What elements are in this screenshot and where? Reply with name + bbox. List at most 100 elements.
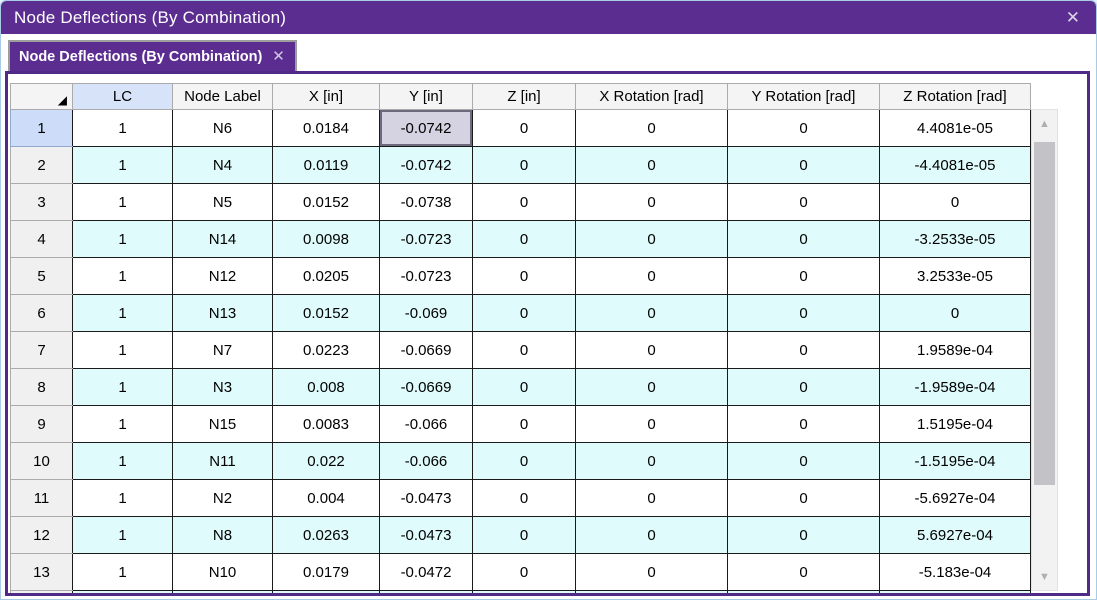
cell[interactable]: 0 bbox=[575, 368, 728, 406]
row-number[interactable]: 12 bbox=[10, 516, 73, 554]
cell[interactable]: 0 bbox=[472, 553, 576, 591]
cell[interactable]: N10 bbox=[172, 553, 273, 591]
scroll-down-icon[interactable]: ▼ bbox=[1039, 570, 1050, 583]
cell[interactable]: 0.004 bbox=[272, 479, 380, 517]
cell[interactable]: 0 bbox=[472, 442, 576, 480]
cell[interactable]: 0 bbox=[472, 109, 576, 147]
cell[interactable]: 0 bbox=[472, 220, 576, 258]
cell[interactable]: -0.0738 bbox=[379, 183, 473, 221]
scrollbar-thumb[interactable] bbox=[1034, 142, 1055, 485]
cell[interactable]: 0.0179 bbox=[272, 553, 380, 591]
cell[interactable]: -0.066 bbox=[379, 405, 473, 443]
row-number[interactable]: 2 bbox=[10, 146, 73, 184]
row-number[interactable]: 11 bbox=[10, 479, 73, 517]
cell[interactable]: 0 bbox=[727, 479, 880, 517]
cell[interactable]: -0.0669 bbox=[379, 331, 473, 369]
column-header[interactable]: X Rotation [rad] bbox=[575, 83, 728, 110]
row-number[interactable]: 1 bbox=[10, 109, 73, 147]
cell[interactable]: 0 bbox=[575, 405, 728, 443]
cell[interactable]: 1 bbox=[72, 442, 173, 480]
cell[interactable]: 4.4081e-05 bbox=[879, 109, 1031, 147]
cell[interactable]: 1 bbox=[72, 109, 173, 147]
vertical-scrollbar[interactable]: ▲ ▼ bbox=[1031, 109, 1058, 591]
cell[interactable]: 0.008 bbox=[272, 368, 380, 406]
cell[interactable]: 0 bbox=[472, 294, 576, 332]
cell[interactable]: 0 bbox=[472, 479, 576, 517]
cell[interactable]: 0.0223 bbox=[272, 331, 380, 369]
cell[interactable]: -0.0723 bbox=[379, 257, 473, 295]
cell[interactable]: -0.066 bbox=[379, 442, 473, 480]
cell[interactable]: N8 bbox=[172, 516, 273, 554]
column-header[interactable]: Z Rotation [rad] bbox=[879, 83, 1031, 110]
cell[interactable]: 0.0152 bbox=[272, 294, 380, 332]
cell[interactable]: 0 bbox=[575, 331, 728, 369]
cell[interactable]: -3.2533e-05 bbox=[879, 220, 1031, 258]
row-number[interactable]: 5 bbox=[10, 257, 73, 295]
column-header[interactable]: Z [in] bbox=[472, 83, 576, 110]
cell[interactable]: -0.0742 bbox=[379, 146, 473, 184]
cell[interactable]: 0 bbox=[727, 257, 880, 295]
cell[interactable]: -0.0473 bbox=[379, 516, 473, 554]
cell[interactable]: 0 bbox=[727, 331, 880, 369]
cell[interactable]: 0 bbox=[472, 183, 576, 221]
column-header[interactable]: Y Rotation [rad] bbox=[727, 83, 880, 110]
cell[interactable]: 0 bbox=[727, 183, 880, 221]
cell[interactable]: 0.0098 bbox=[272, 220, 380, 258]
cell[interactable]: 0 bbox=[879, 294, 1031, 332]
cell[interactable]: 0 bbox=[727, 553, 880, 591]
cell[interactable]: 0 bbox=[727, 294, 880, 332]
cell[interactable]: 0 bbox=[727, 405, 880, 443]
cell[interactable]: 0 bbox=[727, 220, 880, 258]
row-number[interactable]: 7 bbox=[10, 331, 73, 369]
cell[interactable]: 1 bbox=[72, 405, 173, 443]
cell[interactable]: 0 bbox=[575, 479, 728, 517]
cell[interactable]: N6 bbox=[172, 109, 273, 147]
cell[interactable]: -5.183e-04 bbox=[879, 553, 1031, 591]
cell[interactable]: N3 bbox=[172, 368, 273, 406]
cell[interactable]: 0 bbox=[575, 146, 728, 184]
cell[interactable]: 0 bbox=[472, 331, 576, 369]
cell[interactable]: 1 bbox=[72, 479, 173, 517]
cell[interactable]: 0.0119 bbox=[272, 146, 380, 184]
cell[interactable]: 0 bbox=[575, 294, 728, 332]
row-number[interactable]: 13 bbox=[10, 553, 73, 591]
cell[interactable]: 0 bbox=[575, 553, 728, 591]
cell[interactable]: -1.9589e-04 bbox=[879, 368, 1031, 406]
cell[interactable]: -0.0669 bbox=[379, 368, 473, 406]
select-all-corner[interactable]: ◢ bbox=[10, 83, 73, 110]
cell[interactable]: 0 bbox=[472, 368, 576, 406]
cell[interactable]: 0 bbox=[575, 109, 728, 147]
cell[interactable]: 0 bbox=[575, 220, 728, 258]
cell[interactable]: 0 bbox=[575, 516, 728, 554]
cell[interactable]: 0 bbox=[472, 405, 576, 443]
cell[interactable]: 0 bbox=[575, 183, 728, 221]
cell[interactable]: 1.9589e-04 bbox=[879, 331, 1031, 369]
cell[interactable]: 0 bbox=[879, 183, 1031, 221]
scrollbar-track[interactable] bbox=[1032, 137, 1057, 563]
cell[interactable]: N13 bbox=[172, 294, 273, 332]
tab-node-deflections[interactable]: Node Deflections (By Combination) ✕ bbox=[8, 40, 297, 71]
cell[interactable]: 0 bbox=[472, 516, 576, 554]
cell[interactable]: 0 bbox=[472, 146, 576, 184]
cell[interactable]: -4.4081e-05 bbox=[879, 146, 1031, 184]
cell[interactable]: 0 bbox=[575, 442, 728, 480]
cell[interactable]: 0.0263 bbox=[272, 516, 380, 554]
row-number[interactable]: 8 bbox=[10, 368, 73, 406]
column-header[interactable]: LC bbox=[72, 83, 173, 110]
cell[interactable]: 0 bbox=[727, 516, 880, 554]
cell[interactable]: 5.6927e-04 bbox=[879, 516, 1031, 554]
cell[interactable]: 1 bbox=[72, 183, 173, 221]
cell[interactable]: 1 bbox=[72, 294, 173, 332]
cell[interactable]: 0.022 bbox=[272, 442, 380, 480]
cell[interactable]: 0 bbox=[575, 257, 728, 295]
row-number[interactable]: 3 bbox=[10, 183, 73, 221]
cell[interactable]: -5.6927e-04 bbox=[879, 479, 1031, 517]
cell[interactable]: N2 bbox=[172, 479, 273, 517]
cell[interactable]: 1 bbox=[72, 553, 173, 591]
cell[interactable]: 0 bbox=[727, 109, 880, 147]
cell[interactable]: -0.069 bbox=[379, 294, 473, 332]
cell[interactable]: 0.0152 bbox=[272, 183, 380, 221]
row-number[interactable]: 9 bbox=[10, 405, 73, 443]
tab-close-icon[interactable]: ✕ bbox=[272, 48, 285, 65]
cell[interactable]: 1 bbox=[72, 331, 173, 369]
